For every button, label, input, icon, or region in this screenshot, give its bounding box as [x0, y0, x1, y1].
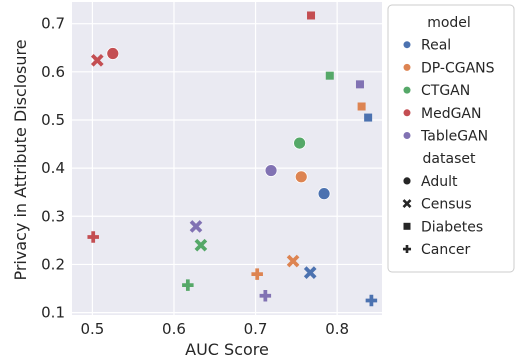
x-axis-label: AUC Score [185, 340, 269, 359]
point-ctgan-census [194, 238, 208, 252]
legend-marker-medgan [403, 109, 411, 117]
y-tick-label: 0.4 [41, 159, 65, 177]
legend-title-dataset: dataset [423, 151, 476, 167]
plot-background [72, 2, 382, 315]
point-ctgan-adult [293, 136, 307, 150]
legend-marker-dp-cgans [403, 63, 411, 71]
point-real-diabetes [364, 113, 373, 122]
point-medgan-diabetes [307, 11, 316, 20]
x-tick-label: 0.7 [244, 320, 268, 338]
legend-marker-cancer [402, 244, 412, 254]
legend-marker-adult [402, 176, 412, 186]
point-medgan-census [90, 53, 104, 67]
legend-marker-tablegan [403, 132, 411, 139]
legend-marker-ctgan [403, 86, 411, 94]
point-dp-cgans-adult [294, 170, 308, 184]
point-dp-cgans-cancer [251, 268, 263, 280]
point-tablegan-cancer [259, 289, 272, 302]
y-tick-label: 0.1 [41, 304, 65, 322]
legend-label-tablegan: TableGAN [420, 129, 488, 145]
tick-labels: 0.5 0.6 0.7 0.8 0.1 0.2 0.3 0.4 0.5 0.6 0.7 [41, 15, 349, 338]
legend-label-medgan: MedGAN [421, 106, 481, 122]
y-tick-label: 0.3 [41, 207, 65, 225]
point-ctgan-cancer [182, 279, 194, 291]
data-points [87, 11, 378, 307]
legend-title-model: model [427, 15, 471, 31]
legend-marker-diabetes [403, 222, 411, 230]
point-dp-cgans-diabetes [357, 102, 366, 111]
legend-label-cancer: Cancer [421, 242, 471, 258]
legend-label-adult: Adult [421, 174, 458, 190]
legend-label-ctgan: CTGAN [421, 83, 470, 99]
point-real-cancer [365, 294, 378, 307]
point-dp-cgans-census [286, 254, 300, 268]
legend-box [387, 4, 515, 273]
point-tablegan-census [189, 220, 203, 233]
legend-label-diabetes: Diabetes [421, 219, 483, 235]
legend-marker-census [402, 199, 412, 209]
y-tick-label: 0.6 [41, 63, 65, 81]
y-tick-label: 0.7 [41, 15, 65, 33]
point-medgan-cancer [87, 231, 99, 243]
point-tablegan-diabetes [355, 80, 364, 89]
x-tick-label: 0.5 [80, 320, 104, 338]
point-ctgan-diabetes [325, 71, 334, 80]
x-tick-label: 0.8 [325, 320, 349, 338]
x-tick-label: 0.6 [162, 320, 186, 338]
y-tick-label: 0.2 [41, 255, 65, 273]
point-medgan-adult [106, 47, 120, 60]
legend-label-census: Census [421, 197, 472, 213]
legend-label-dp-cgans: DP-CGANS [421, 60, 495, 76]
point-real-adult [317, 187, 331, 201]
point-real-census [303, 266, 317, 279]
y-tick-label: 0.5 [41, 111, 65, 129]
legend-marker-real [403, 41, 411, 49]
y-axis-label: Privacy in Attribute Disclosure [11, 39, 30, 280]
legend: model Real DP-CGANS CTGAN MedGAN TableGAN data… [387, 4, 515, 273]
point-tablegan-adult [264, 164, 278, 177]
legend-label-real: Real [421, 38, 451, 54]
